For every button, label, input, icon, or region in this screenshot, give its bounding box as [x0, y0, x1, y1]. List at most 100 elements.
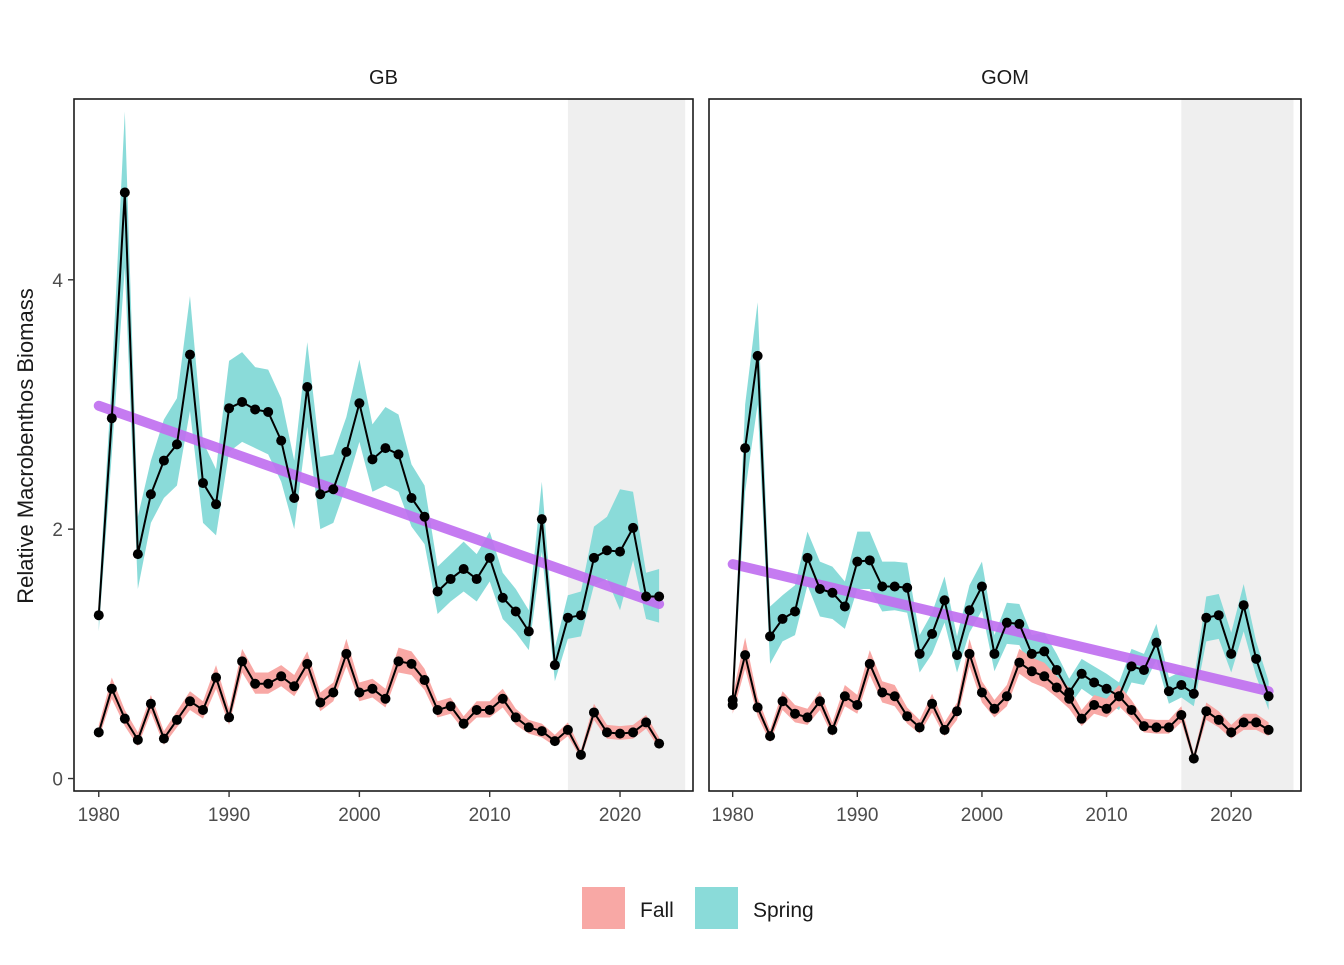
- point-spring-2000: [354, 398, 365, 409]
- point-spring-2020: [615, 546, 626, 557]
- point-fall-2009: [1089, 699, 1100, 710]
- ribbon-fall: [98, 638, 660, 759]
- point-fall-1982: [752, 702, 763, 713]
- point-spring-2015: [1163, 686, 1174, 697]
- point-spring-2009: [471, 574, 482, 585]
- point-fall-2004: [406, 658, 417, 669]
- point-fall-1999: [341, 648, 352, 659]
- point-spring-2013: [523, 626, 534, 637]
- point-fall-2000: [976, 687, 987, 698]
- point-fall-2012: [510, 712, 521, 723]
- point-spring-2022: [1251, 653, 1262, 664]
- point-fall-2019: [601, 727, 612, 738]
- point-fall-2005: [1039, 671, 1050, 682]
- point-fall-2013: [523, 722, 534, 733]
- point-fall-1985: [158, 733, 169, 744]
- point-fall-2010: [1101, 703, 1112, 714]
- point-fall-1984: [145, 698, 156, 709]
- point-spring-1983: [765, 631, 776, 642]
- point-fall-1987: [814, 696, 825, 707]
- point-fall-1990: [224, 712, 235, 723]
- point-spring-2012: [1126, 661, 1137, 672]
- point-spring-1994: [902, 582, 913, 593]
- x-tick-label: 2020: [1210, 805, 1252, 826]
- point-fall-1997: [939, 724, 950, 735]
- point-fall-2011: [497, 693, 508, 704]
- point-fall-2000: [354, 687, 365, 698]
- point-fall-1997: [315, 697, 326, 708]
- point-spring-1997: [939, 595, 950, 606]
- panel-gb: GB 1980 1990 2000 2010 2020 0 2 4: [52, 67, 694, 826]
- point-fall-2003: [393, 656, 404, 667]
- point-fall-1995: [289, 681, 300, 692]
- point-fall-1988: [827, 724, 838, 735]
- point-spring-2022: [641, 591, 652, 602]
- point-fall-1989: [211, 672, 222, 683]
- legend-label-spring: Spring: [753, 899, 814, 922]
- panel-gom: GOM 1980 1990 2000 2010 2020: [708, 67, 1302, 826]
- point-fall-2016: [1176, 709, 1187, 720]
- x-tick-label: 1980: [78, 805, 120, 826]
- point-spring-1998: [952, 650, 963, 661]
- point-spring-1984: [777, 613, 788, 624]
- point-fall-1981: [740, 650, 751, 661]
- panel-border: [708, 98, 1302, 792]
- point-spring-2010: [1101, 683, 1112, 694]
- x-tick-label: 2010: [1085, 805, 1127, 826]
- point-fall-2010: [484, 704, 495, 715]
- point-spring-1998: [328, 484, 339, 495]
- point-fall-2003: [1014, 657, 1025, 668]
- point-fall-1990: [852, 699, 863, 710]
- point-spring-1985: [789, 606, 800, 617]
- legend-label-fall: Fall: [640, 899, 674, 922]
- y-tick-label: 0: [52, 770, 63, 791]
- point-spring-1985: [158, 455, 169, 466]
- point-spring-2006: [432, 586, 443, 597]
- point-fall-1981: [106, 683, 117, 694]
- panel-title-gb: GB: [369, 67, 398, 89]
- point-spring-2017: [575, 610, 586, 621]
- point-fall-1991: [864, 658, 875, 669]
- point-fall-2006: [432, 704, 443, 715]
- point-spring-2014: [536, 514, 547, 525]
- point-spring-2000: [976, 581, 987, 592]
- ribbon-fall: [732, 637, 1269, 763]
- point-fall-1986: [802, 712, 813, 723]
- y-tick-label: 4: [52, 271, 63, 292]
- point-spring-2002: [1001, 617, 1012, 628]
- panel-border: [73, 98, 694, 792]
- x-tick-label: 2010: [469, 805, 511, 826]
- point-spring-1997: [315, 489, 326, 500]
- point-spring-2019: [601, 545, 612, 556]
- point-spring-1983: [132, 549, 143, 560]
- point-spring-2019: [1213, 610, 1224, 621]
- point-fall-1994: [276, 671, 287, 682]
- point-spring-1989: [839, 601, 850, 612]
- point-fall-2002: [1001, 691, 1012, 702]
- point-fall-1999: [964, 648, 975, 659]
- point-fall-1994: [902, 711, 913, 722]
- point-fall-1996: [302, 658, 313, 669]
- point-spring-1995: [914, 648, 925, 659]
- point-fall-1985: [789, 708, 800, 719]
- point-fall-1995: [914, 722, 925, 733]
- point-fall-1992: [250, 678, 261, 689]
- point-spring-1980: [93, 610, 104, 621]
- legend-key-spring: [695, 887, 738, 929]
- point-fall-2016: [562, 724, 573, 735]
- point-fall-2019: [1213, 714, 1224, 725]
- point-spring-2008: [1076, 668, 1087, 679]
- point-fall-1998: [952, 706, 963, 717]
- point-spring-2021: [628, 522, 639, 533]
- point-fall-2017: [575, 749, 586, 760]
- point-fall-1980: [727, 699, 738, 710]
- point-spring-1988: [827, 587, 838, 598]
- point-spring-2016: [1176, 680, 1187, 691]
- point-fall-2002: [380, 693, 391, 704]
- point-fall-2006: [1051, 682, 1062, 693]
- point-spring-2023: [654, 591, 665, 602]
- point-fall-1980: [93, 727, 104, 738]
- point-spring-2004: [406, 492, 417, 503]
